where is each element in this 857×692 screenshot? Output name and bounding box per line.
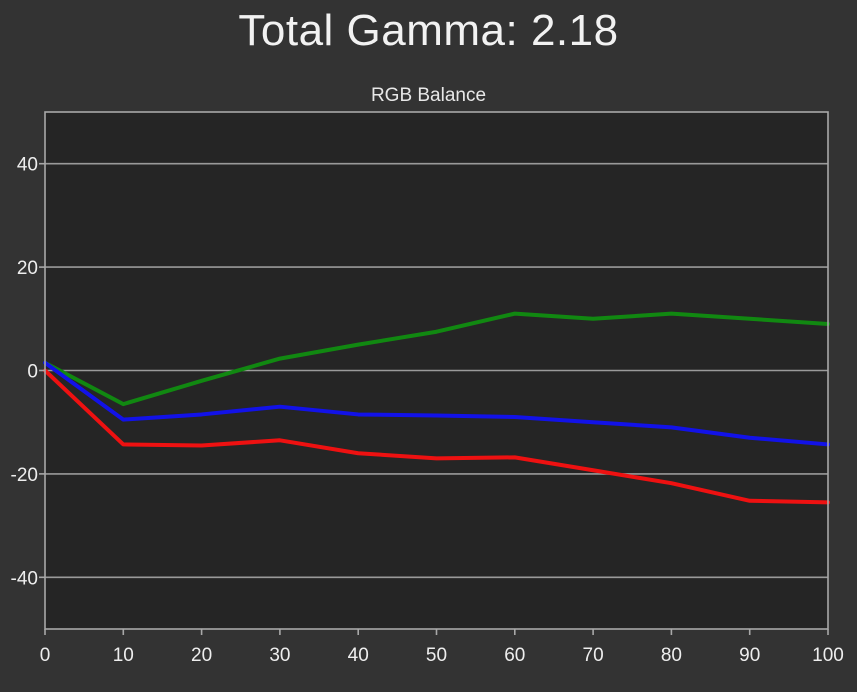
x-tick-label: 30 [269,645,290,666]
page-title: Total Gamma: 2.18 [238,6,619,55]
x-tick-label: 70 [583,645,604,666]
x-tick-label: 90 [739,645,760,666]
x-tick-label: 50 [426,645,447,666]
y-tick-label: -20 [11,465,38,486]
y-tick-label: 0 [27,362,38,383]
x-tick-label: 0 [40,645,51,666]
y-axis-ticks: -40 -20 0 20 40 [11,155,45,589]
x-tick-label: 10 [113,645,134,666]
x-tick-label: 60 [504,645,525,666]
x-tick-label: 20 [191,645,212,666]
x-tick-label: 40 [348,645,369,666]
y-tick-label: -40 [11,568,38,589]
series-line-3 [43,368,830,505]
chart-title: RGB Balance [370,85,487,106]
x-axis-ticks: 0 10 20 30 40 50 60 70 80 90 100 [40,629,844,666]
grid-lines [45,162,828,579]
x-tick-label: 80 [661,645,682,666]
series-line-2 [43,360,830,447]
y-tick-label: 40 [17,155,38,176]
series-line-1 [43,311,830,407]
series-layer [43,311,830,505]
x-tick-label: 100 [812,645,844,666]
y-tick-label: 20 [17,258,38,279]
